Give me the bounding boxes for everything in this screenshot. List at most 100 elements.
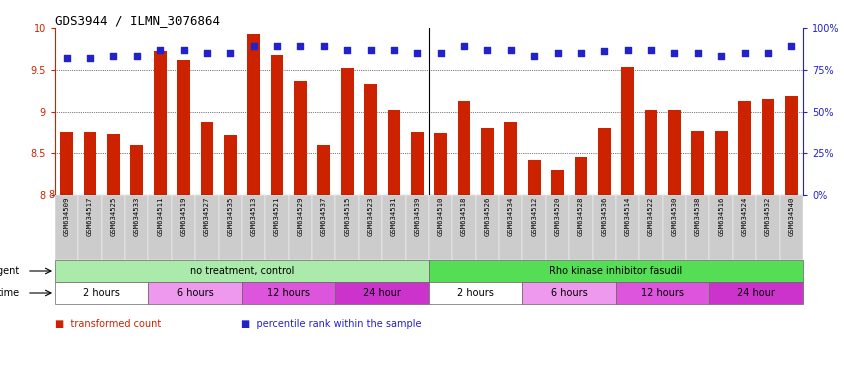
Text: GSM634533: GSM634533 xyxy=(133,197,139,236)
Text: no treatment, control: no treatment, control xyxy=(190,266,294,276)
Bar xyxy=(592,195,615,260)
Bar xyxy=(685,195,709,260)
Text: GSM634526: GSM634526 xyxy=(484,197,490,236)
Text: agent: agent xyxy=(0,266,20,276)
Bar xyxy=(615,282,709,304)
Text: GSM634511: GSM634511 xyxy=(157,197,163,236)
Point xyxy=(620,46,634,53)
Bar xyxy=(429,282,522,304)
Text: GSM634531: GSM634531 xyxy=(391,197,397,236)
Bar xyxy=(101,195,125,260)
Bar xyxy=(265,195,289,260)
Text: GSM634538: GSM634538 xyxy=(694,197,700,236)
Bar xyxy=(149,282,241,304)
Point xyxy=(597,48,610,55)
Bar xyxy=(755,195,779,260)
Point xyxy=(340,46,354,53)
Text: 8: 8 xyxy=(49,190,55,200)
Bar xyxy=(335,282,429,304)
Bar xyxy=(125,195,149,260)
Bar xyxy=(784,96,797,195)
Text: 12 hours: 12 hours xyxy=(641,288,684,298)
Bar xyxy=(598,128,610,195)
Point xyxy=(457,43,470,50)
Text: GSM634529: GSM634529 xyxy=(297,197,303,236)
Text: GSM634522: GSM634522 xyxy=(647,197,653,236)
Text: GSM634517: GSM634517 xyxy=(87,197,93,236)
Text: GSM634509: GSM634509 xyxy=(63,197,69,236)
Point xyxy=(643,46,657,53)
Bar xyxy=(247,34,260,195)
Point xyxy=(200,50,214,56)
Bar xyxy=(224,135,236,195)
Text: 2 hours: 2 hours xyxy=(84,288,120,298)
Bar xyxy=(78,195,101,260)
Text: GSM634527: GSM634527 xyxy=(203,197,209,236)
Bar xyxy=(475,195,499,260)
Point xyxy=(246,43,260,50)
Bar xyxy=(620,67,633,195)
Bar xyxy=(219,195,241,260)
Bar xyxy=(359,195,381,260)
Bar xyxy=(522,195,545,260)
Point xyxy=(410,50,424,56)
Bar xyxy=(615,195,639,260)
Text: GSM634534: GSM634534 xyxy=(507,197,513,236)
Bar xyxy=(177,60,190,195)
Text: GSM634515: GSM634515 xyxy=(344,197,349,236)
Point xyxy=(550,50,564,56)
Text: 6 hours: 6 hours xyxy=(176,288,214,298)
Text: GSM634514: GSM634514 xyxy=(624,197,630,236)
Bar xyxy=(195,195,219,260)
Bar xyxy=(779,195,802,260)
Bar xyxy=(528,160,540,195)
Bar xyxy=(289,195,311,260)
Bar xyxy=(154,51,166,195)
Text: GSM634539: GSM634539 xyxy=(414,197,419,236)
Bar xyxy=(107,134,120,195)
Bar xyxy=(55,260,429,282)
Text: GSM634530: GSM634530 xyxy=(671,197,677,236)
Bar xyxy=(387,110,400,195)
Point xyxy=(504,46,517,53)
Bar xyxy=(429,260,802,282)
Point xyxy=(294,43,307,50)
Bar xyxy=(574,157,587,195)
Bar xyxy=(738,101,750,195)
Text: GSM634521: GSM634521 xyxy=(273,197,279,236)
Point xyxy=(224,50,237,56)
Point xyxy=(387,46,400,53)
Text: 12 hours: 12 hours xyxy=(267,288,310,298)
Bar xyxy=(241,282,335,304)
Bar xyxy=(732,195,755,260)
Text: GSM634532: GSM634532 xyxy=(764,197,770,236)
Text: ■  transformed count: ■ transformed count xyxy=(55,319,161,329)
Bar xyxy=(410,132,423,195)
Text: 24 hour: 24 hour xyxy=(363,288,401,298)
Text: GSM634540: GSM634540 xyxy=(787,197,793,236)
Text: Rho kinase inhibitor fasudil: Rho kinase inhibitor fasudil xyxy=(549,266,682,276)
Point xyxy=(106,53,120,60)
Bar xyxy=(381,195,405,260)
Bar xyxy=(639,195,662,260)
Point xyxy=(713,53,727,60)
Point xyxy=(60,55,73,61)
Point xyxy=(690,50,704,56)
Point xyxy=(130,53,143,60)
Bar xyxy=(504,121,517,195)
Bar xyxy=(335,195,359,260)
Point xyxy=(270,43,284,50)
Bar xyxy=(545,195,569,260)
Text: GSM634535: GSM634535 xyxy=(227,197,233,236)
Bar xyxy=(569,195,592,260)
Bar xyxy=(171,195,195,260)
Point xyxy=(176,46,190,53)
Text: GSM634537: GSM634537 xyxy=(321,197,327,236)
Bar xyxy=(690,131,703,195)
Bar xyxy=(434,133,446,195)
Text: GSM634519: GSM634519 xyxy=(181,197,187,236)
Point xyxy=(667,50,680,56)
Text: GSM634520: GSM634520 xyxy=(554,197,560,236)
Bar xyxy=(241,195,265,260)
Bar xyxy=(522,282,615,304)
